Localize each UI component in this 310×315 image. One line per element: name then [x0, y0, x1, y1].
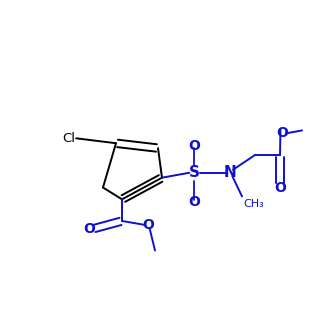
Text: S: S	[188, 165, 200, 180]
Text: O: O	[83, 222, 95, 236]
Text: N: N	[224, 165, 236, 180]
Text: O: O	[276, 126, 288, 140]
Text: CH₃: CH₃	[244, 199, 264, 209]
Text: O: O	[188, 195, 200, 209]
Text: O: O	[274, 181, 286, 196]
Text: O: O	[188, 139, 200, 153]
Text: Cl: Cl	[62, 132, 75, 145]
Text: O: O	[142, 218, 154, 232]
